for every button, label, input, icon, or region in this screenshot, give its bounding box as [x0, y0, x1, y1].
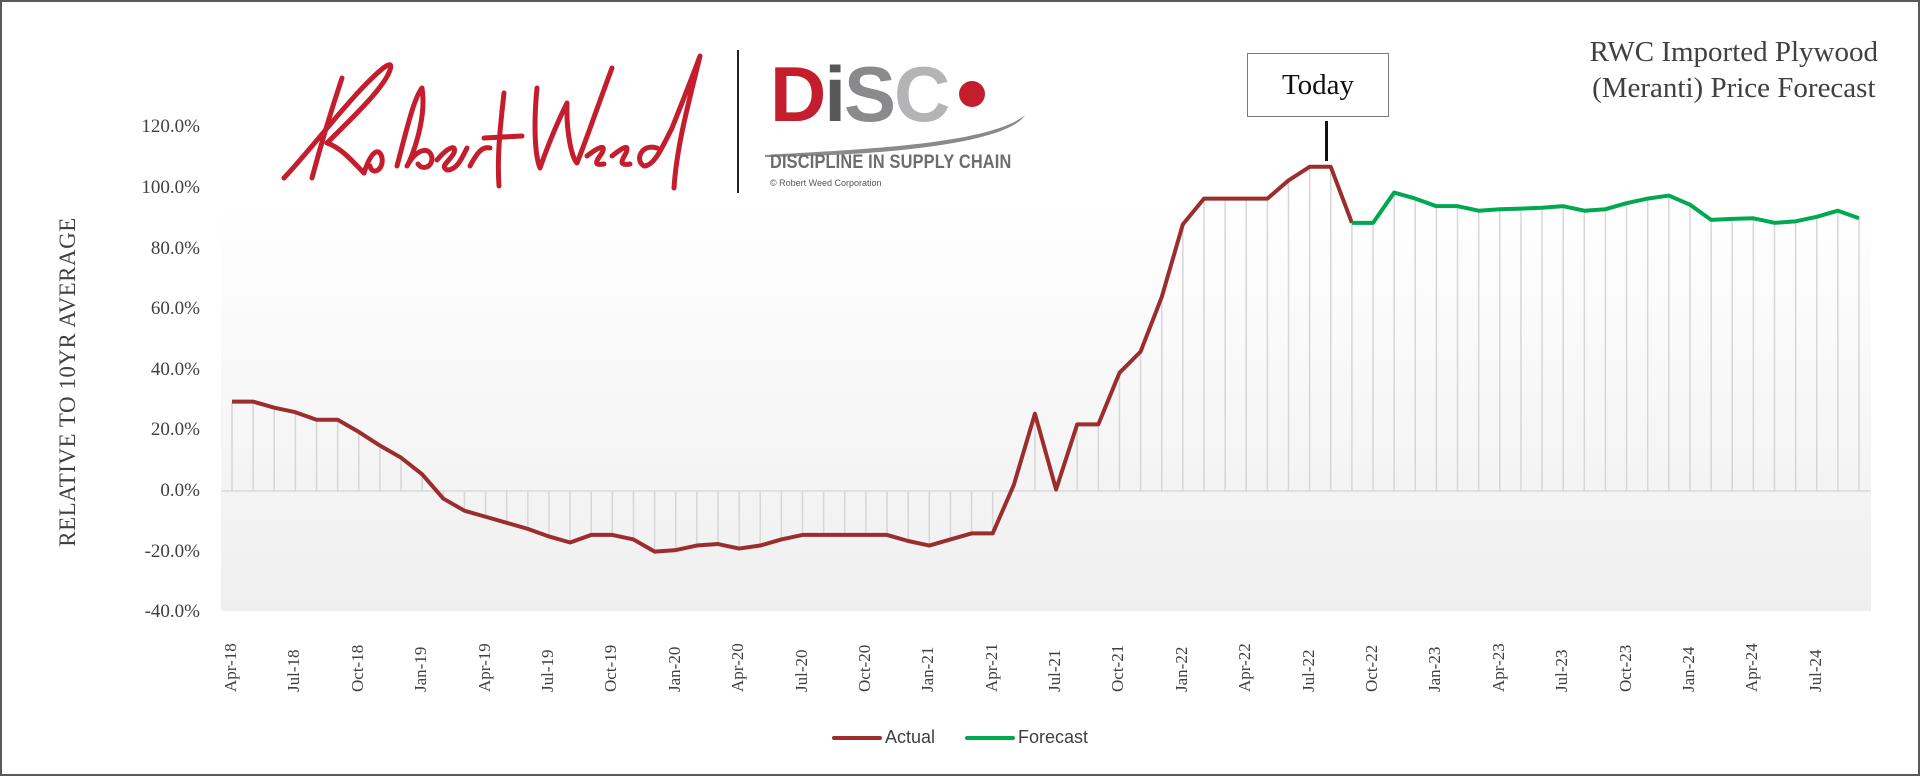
x-tick-label: Jul-24 [1805, 649, 1825, 693]
x-tick-label: Oct-21 [1108, 644, 1128, 692]
legend-item-forecast[interactable]: Forecast [965, 727, 1088, 748]
disc-tagline: DISCIPLINE IN SUPPLY CHAIN [770, 152, 1012, 173]
chart-title-line-2: (Meranti) Price Forecast [1592, 72, 1876, 104]
disc-letter-s: S [844, 50, 896, 138]
forecast-swatch-icon [965, 735, 1015, 740]
plot-background [221, 200, 1871, 611]
drop-lines [231, 166, 1860, 552]
chart-title-line-1: RWC Imported Plywood [1589, 36, 1878, 68]
today-label: Today [1281, 68, 1355, 101]
disc-letter-c: C [894, 50, 950, 138]
disc-swoosh-icon [765, 81, 1025, 157]
legend: Actual Forecast [0, 727, 1920, 748]
x-tick-label: Jan-22 [1171, 646, 1191, 692]
x-tick-label: Jan-21 [918, 646, 938, 692]
today-annotation: Today [1247, 53, 1389, 117]
logo-divider [737, 50, 739, 193]
legend-item-actual[interactable]: Actual [831, 727, 935, 748]
y-tick-label: 100.0% [141, 177, 200, 198]
x-tick-label: Oct-18 [347, 644, 367, 692]
y-tick-label: 40.0% [150, 358, 200, 380]
x-tick-label: Jul-19 [537, 649, 557, 693]
x-tick-label: Jul-21 [1045, 649, 1065, 693]
y-tick-label: -40.0% [144, 601, 200, 623]
y-tick-label: 0.0% [160, 480, 200, 501]
disc-copyright: © Robert Weed Corporation [770, 178, 882, 188]
x-tick-label: Oct-23 [1615, 644, 1635, 692]
x-tick-label: Apr-24 [1742, 643, 1762, 692]
forecast-series-line [1351, 190, 1860, 225]
x-tick-label: Jul-20 [791, 649, 811, 693]
legend-label-actual: Actual [884, 727, 935, 747]
x-tick-label: Jan-24 [1678, 646, 1698, 692]
y-tick-label: 20.0% [150, 419, 200, 441]
robert-weed-logo-icon [281, 53, 703, 191]
disc-letter-d: D [770, 50, 826, 138]
x-tick-label: Jan-20 [664, 646, 684, 692]
today-pointer [1325, 121, 1328, 161]
actual-series-line [232, 164, 1354, 554]
x-tick-label: Apr-22 [1235, 643, 1255, 692]
x-tick-label: Apr-21 [981, 643, 1001, 692]
x-tick-label: Apr-23 [1488, 643, 1508, 692]
disc-letter-i: i [824, 50, 846, 138]
y-axis-label: RELATIVE TO 10YR AVERAGE [55, 217, 80, 547]
x-tick-label: Apr-18 [221, 643, 240, 692]
chart-title: RWC Imported Plywood (Meranti) Price For… [1590, 34, 1878, 106]
legend-label-forecast: Forecast [1018, 727, 1089, 747]
y-tick-label: -20.0% [144, 540, 200, 562]
x-tick-label: Oct-22 [1362, 644, 1382, 692]
x-tick-label: Apr-20 [728, 643, 748, 692]
y-tick-label: 80.0% [150, 237, 200, 259]
y-tick-label: 60.0% [150, 298, 200, 320]
x-tick-label: Jul-22 [1298, 649, 1318, 693]
x-tick-label: Jan-19 [411, 646, 431, 692]
y-tick-label: 120.0% [141, 116, 200, 138]
x-tick-label: Jul-23 [1552, 649, 1572, 693]
x-tick-label: Jul-18 [284, 649, 304, 693]
x-tick-label: Oct-20 [854, 644, 874, 692]
actual-swatch-icon [831, 735, 882, 740]
x-tick-label: Oct-19 [601, 644, 621, 692]
disc-logo: DiSC [770, 54, 950, 134]
x-tick-label: Jan-23 [1425, 646, 1445, 692]
x-tick-label: Apr-19 [474, 643, 494, 692]
